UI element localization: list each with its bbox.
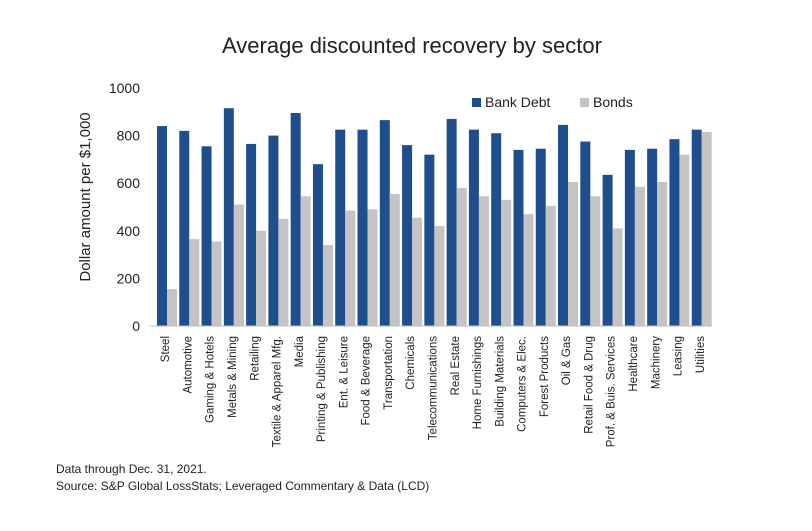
x-tick-label: Printing & Publishing [316,336,328,442]
x-tick-label: Media [294,335,306,367]
data-note: Data through Dec. 31, 2021. [56,462,207,476]
bar-bank-debt [246,143,257,326]
bar-bank-debt [424,154,435,326]
bar-bank-debt [691,129,702,326]
x-tick-label: Real Estate [450,336,462,395]
bar-bank-debt [290,112,301,327]
y-tick-label: 0 [132,318,140,334]
bar-bonds [434,226,445,326]
bar-bonds [211,241,222,326]
bar-bank-debt [468,129,479,326]
bar-bank-debt [491,133,502,326]
bar-bank-debt [402,145,413,326]
bar-bonds [345,210,356,326]
y-axis-label: Dollar amount per $1,000 [77,112,94,281]
bar-bonds [367,209,378,326]
x-tick-label: Metals & Mining [227,336,239,418]
x-tick-label: Chemicals [405,336,417,390]
bar-bank-debt [335,129,346,326]
bar-bank-debt [179,130,190,326]
bar-bank-debt [669,139,680,326]
bar-bonds [233,204,244,326]
x-tick-label: Steel [160,336,172,362]
bar-bank-debt [558,124,569,326]
legend-label: Bonds [593,94,633,110]
x-tick-label: Forest Products [539,336,551,417]
bar-bank-debt [647,148,658,326]
x-axis-tick-labels: Steel Automotive Gaming & Hotels Metals & M… [160,335,707,447]
x-tick-label: Prof. & Buis. Services [606,336,618,447]
legend-swatch [472,98,481,107]
bar-bank-debt [268,135,279,326]
x-tick-label: Home Furnishings [472,336,484,430]
bar-bank-debt [535,148,546,326]
bar-bank-debt [357,129,368,326]
bar-bank-debt [624,149,635,326]
bar-bonds [590,196,601,326]
bar-bonds [568,182,579,326]
x-tick-label: Retail Food & Drug [583,336,595,434]
bar-bonds [523,214,534,326]
y-axis-ticks: 0 200 400 600 800 1000 [109,80,140,334]
bar-bonds [189,239,200,326]
bar-bonds [256,230,267,326]
x-tick-label: Leasing [673,336,685,376]
bar-bank-debt [602,174,613,326]
bar-bonds [478,196,489,326]
x-tick-label: Gaming & Hotels [205,336,217,423]
bar-bonds [679,154,690,326]
bar-bonds [657,182,668,326]
bar-bonds [389,193,400,326]
bar-bank-debt [580,141,591,326]
legend-swatch [580,98,589,107]
x-tick-label: Telecommunications [428,336,440,440]
x-tick-label: Healthcare [628,336,640,392]
bars-group [157,108,712,327]
x-tick-label: Food & Beverage [361,336,373,426]
legend-label: Bank Debt [485,94,550,110]
source-note: Source: S&P Global LossStats; Leveraged … [56,479,430,493]
bar-bonds [278,218,289,326]
x-tick-label: Automotive [182,336,194,394]
bar-bank-debt [312,164,323,326]
x-tick-label: Computers & Elec. [517,336,529,432]
y-tick-label: 400 [117,223,141,239]
bar-bonds [701,132,712,326]
x-tick-label: Transportation [383,336,395,410]
y-tick-label: 600 [117,175,141,191]
bar-bonds [545,205,556,326]
bar-bonds [501,199,512,326]
bar-bank-debt [223,108,234,326]
bar-bank-debt [513,149,524,326]
chart-title: Average discounted recovery by sector [222,33,602,58]
bar-bank-debt [379,120,390,326]
x-tick-label: Building Materials [494,336,506,427]
bar-bank-debt [201,146,212,326]
bar-bonds [634,186,645,326]
x-tick-label: Ent. & Leisure [338,336,350,408]
bar-bank-debt [446,118,457,326]
x-tick-label: Retailing [249,336,261,381]
bar-bonds [300,196,311,326]
bar-bonds [322,245,333,326]
x-tick-label: Oil & Gas [561,336,573,385]
bar-bank-debt [157,126,167,326]
bar-bonds [167,289,177,326]
bar-bonds [456,187,467,326]
bar-bonds [612,228,623,326]
y-tick-label: 200 [117,270,141,286]
x-tick-label: Machinery [650,336,662,389]
bar-bonds [412,217,423,326]
y-tick-label: 1000 [109,80,140,96]
x-tick-label: Textile & Apparel Mfg. [272,336,284,447]
x-tick-label: Utilities [695,336,707,373]
y-tick-label: 800 [117,128,141,144]
legend: Bank Debt Bonds [472,94,633,110]
